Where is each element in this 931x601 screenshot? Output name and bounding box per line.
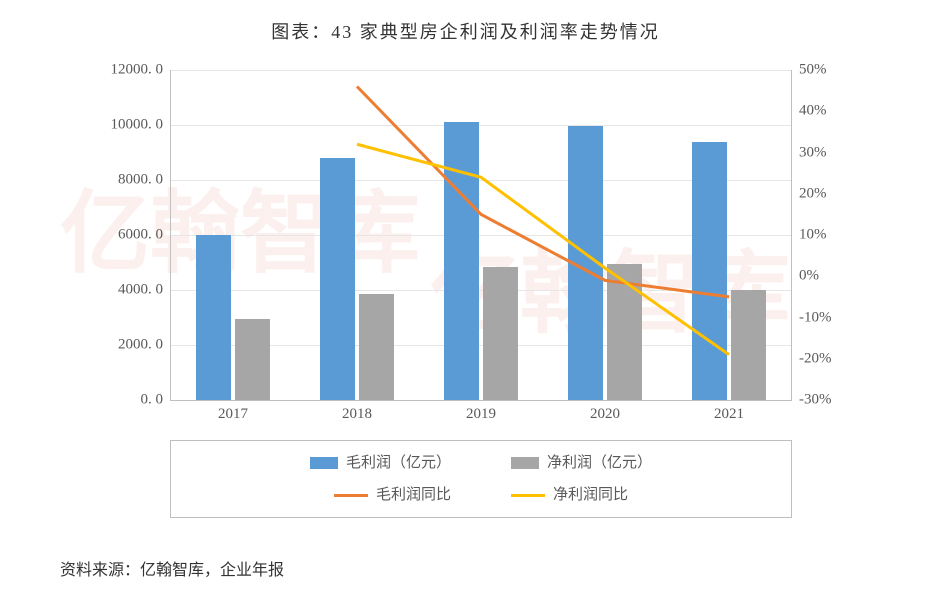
y-right-tick: -10%	[799, 309, 859, 326]
series-line	[357, 87, 729, 297]
plot-area: 0. 02000. 04000. 06000. 08000. 010000. 0…	[170, 70, 792, 401]
legend-item: 净利润同比	[511, 479, 628, 511]
legend-label: 毛利润（亿元）	[346, 447, 451, 479]
x-tick: 2019	[431, 406, 531, 423]
x-tick: 2020	[555, 406, 655, 423]
legend-swatch-box	[511, 457, 539, 469]
y-left-tick: 6000. 0	[83, 227, 163, 244]
series-line	[357, 144, 729, 354]
y-right-tick: 10%	[799, 227, 859, 244]
y-right-tick: -20%	[799, 350, 859, 367]
legend-label: 净利润同比	[553, 479, 628, 511]
y-right-tick: 50%	[799, 62, 859, 79]
x-tick: 2017	[183, 406, 283, 423]
y-left-tick: 10000. 0	[83, 117, 163, 134]
legend-item: 毛利润同比	[334, 479, 451, 511]
line-layer	[171, 70, 791, 400]
legend-label: 毛利润同比	[376, 479, 451, 511]
y-right-tick: 30%	[799, 144, 859, 161]
y-left-tick: 2000. 0	[83, 337, 163, 354]
legend-swatch-line	[511, 494, 545, 497]
legend-item: 毛利润（亿元）	[310, 447, 451, 479]
y-left-tick: 0. 0	[83, 392, 163, 409]
y-right-tick: 20%	[799, 185, 859, 202]
y-left-tick: 4000. 0	[83, 282, 163, 299]
legend-item: 净利润（亿元）	[511, 447, 652, 479]
legend-swatch-box	[310, 457, 338, 469]
x-tick: 2021	[679, 406, 779, 423]
y-right-tick: 40%	[799, 103, 859, 120]
y-right-tick: -30%	[799, 392, 859, 409]
y-left-tick: 12000. 0	[83, 62, 163, 79]
legend: 毛利润（亿元） 净利润（亿元） 毛利润同比 净利润同比	[170, 440, 792, 518]
y-right-tick: 0%	[799, 268, 859, 285]
y-left-tick: 8000. 0	[83, 172, 163, 189]
chart-title: 图表：43 家典型房企利润及利润率走势情况	[0, 0, 931, 44]
legend-swatch-line	[334, 494, 368, 497]
legend-label: 净利润（亿元）	[547, 447, 652, 479]
x-tick: 2018	[307, 406, 407, 423]
source-text: 资料来源：亿翰智库，企业年报	[60, 556, 284, 580]
